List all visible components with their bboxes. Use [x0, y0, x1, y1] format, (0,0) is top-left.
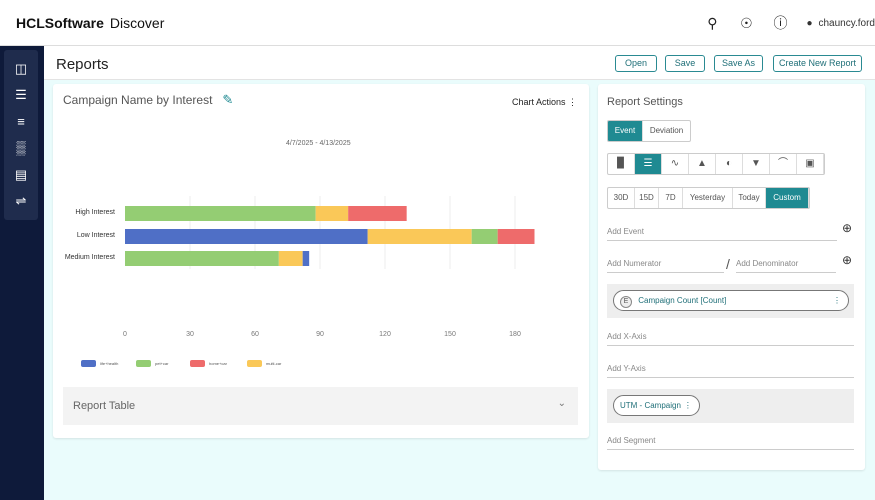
x-tick-label: 0: [123, 331, 127, 338]
bar-segment-home+car: [348, 206, 407, 221]
date-range: 4/7/2025 - 4/13/2025: [286, 140, 351, 147]
save-as-button[interactable]: Save As: [714, 55, 763, 72]
add-numerator-field[interactable]: Add Numerator: [607, 259, 724, 273]
funnel-icon[interactable]: ▼: [743, 154, 770, 174]
bar-segment-pet+car: [125, 206, 316, 221]
chart-actions-button[interactable]: Chart Actions ⋮: [511, 97, 577, 107]
divider-slash: /: [726, 256, 730, 272]
range-yesterday[interactable]: Yesterday: [683, 188, 733, 208]
open-button[interactable]: Open: [615, 55, 657, 72]
bar-segment-life+health: [125, 229, 368, 244]
x-tick-label: 60: [251, 331, 259, 338]
sidebar: ◫ ☰ ≡ ▒ ▤ ⇌: [0, 46, 44, 500]
report-settings-panel: Report Settings Event Deviation ▉ ☰ ∿ ▲ ◐ ▼ ⌒ ▣…: [598, 84, 865, 470]
user-icon: ●: [806, 17, 813, 29]
bar-segment-multi-car: [278, 251, 303, 266]
page-header: Reports Open Save Save As Create New Rep…: [44, 46, 875, 80]
legend-item[interactable]: home+car: [190, 360, 227, 367]
search-icon[interactable]: ⚲: [707, 14, 718, 31]
chevron-down-icon: ⌄: [557, 398, 566, 409]
chart-card: Campaign Name by Interest ✎ Chart Action…: [53, 84, 589, 438]
event-chip-area: E Campaign Count [Count] ⋮: [607, 284, 854, 318]
event-chip[interactable]: E Campaign Count [Count] ⋮: [613, 290, 849, 311]
tab-deviation[interactable]: Deviation: [649, 126, 684, 135]
dimension-chip[interactable]: UTM - Campaign ⋮: [613, 395, 700, 416]
x-tick-label: 120: [379, 331, 391, 338]
line-chart-icon[interactable]: ∿: [662, 154, 689, 174]
top-bar: HCLSoftware Discover ⚲ ☉ ⓘ ● chauncy.ford: [0, 0, 875, 46]
bar-segment-pet+car: [471, 229, 498, 244]
range-30d[interactable]: 30D: [608, 188, 635, 208]
pie-chart-icon[interactable]: ◐: [716, 154, 743, 174]
y-tick-label: High Interest: [75, 208, 115, 216]
edit-pencil-icon[interactable]: ✎: [222, 92, 234, 107]
create-report-button[interactable]: Create New Report: [773, 55, 862, 72]
gauge-icon[interactable]: ⌒: [770, 154, 797, 174]
x-tick-label: 90: [316, 331, 324, 338]
bar-chart-icon[interactable]: ▉: [608, 154, 635, 174]
add-y-axis-field[interactable]: Add Y-Axis: [607, 364, 854, 378]
range-15d[interactable]: 15D: [635, 188, 659, 208]
bar-segment-life+health: [302, 251, 310, 266]
settings-title: Report Settings: [607, 96, 683, 108]
range-selector: 30D 15D 7D Yesterday Today Custom: [607, 187, 810, 209]
bar-segment-multi-car: [367, 229, 472, 244]
range-custom[interactable]: Custom: [766, 188, 809, 208]
report-table-toggle[interactable]: Report Table ⌄: [63, 387, 578, 425]
report-icon[interactable]: ▤: [14, 167, 28, 182]
horizontal-bar-icon[interactable]: ☰: [635, 154, 662, 174]
range-7d[interactable]: 7D: [659, 188, 683, 208]
list-icon[interactable]: ☰: [15, 87, 27, 102]
y-tick-label: Low Interest: [76, 231, 115, 239]
chart-type-selector: ▉ ☰ ∿ ▲ ◐ ▼ ⌒ ▣: [607, 153, 825, 175]
x-tick-label: 180: [509, 331, 521, 338]
dashboard-icon[interactable]: ◫: [14, 61, 28, 76]
add-segment-field[interactable]: Add Segment: [607, 436, 854, 450]
save-button[interactable]: Save: [665, 55, 705, 72]
globe-icon[interactable]: ☉: [740, 14, 753, 31]
kebab-icon: ⋮: [833, 296, 841, 305]
add-event-field[interactable]: Add Event: [607, 227, 837, 241]
dimension-chip-area: UTM - Campaign ⋮: [607, 389, 854, 423]
page-title: Reports: [56, 56, 109, 73]
range-today[interactable]: Today: [733, 188, 766, 208]
chart-title: Campaign Name by Interest: [63, 93, 213, 107]
tab-event[interactable]: Event: [608, 121, 643, 141]
sliders-icon[interactable]: ⇌: [15, 193, 27, 208]
help-icon[interactable]: ⓘ: [773, 15, 788, 31]
type-tabs: Event Deviation: [607, 120, 691, 142]
bar-chart-icon[interactable]: ▒: [16, 140, 26, 155]
search-list-icon[interactable]: ≡: [17, 114, 25, 129]
area-chart-icon[interactable]: ▲: [689, 154, 716, 174]
x-tick-label: 30: [186, 331, 194, 338]
add-denominator-field[interactable]: Add Denominator: [736, 259, 836, 273]
user-menu[interactable]: ● chauncy.ford: [806, 17, 875, 29]
legend-item[interactable]: pet+car: [136, 360, 168, 367]
kebab-icon: ⋮: [683, 401, 692, 410]
add-event-plus-icon[interactable]: ⊕: [842, 221, 853, 235]
bar-segment-pet+car: [125, 251, 279, 266]
logo: HCLSoftware Discover: [16, 14, 165, 31]
bar-segment-multi-car: [315, 206, 349, 221]
legend-item[interactable]: life+health: [81, 360, 118, 367]
add-ratio-plus-icon[interactable]: ⊕: [842, 253, 853, 267]
add-x-axis-field[interactable]: Add X-Axis: [607, 332, 854, 346]
y-tick-label: Medium Interest: [64, 253, 115, 261]
x-tick-label: 150: [444, 331, 456, 338]
bar-chart: [125, 196, 535, 269]
bar-segment-home+car: [497, 229, 535, 244]
number-card-icon[interactable]: ▣: [797, 154, 824, 174]
legend-item[interactable]: multi-car: [247, 360, 281, 367]
